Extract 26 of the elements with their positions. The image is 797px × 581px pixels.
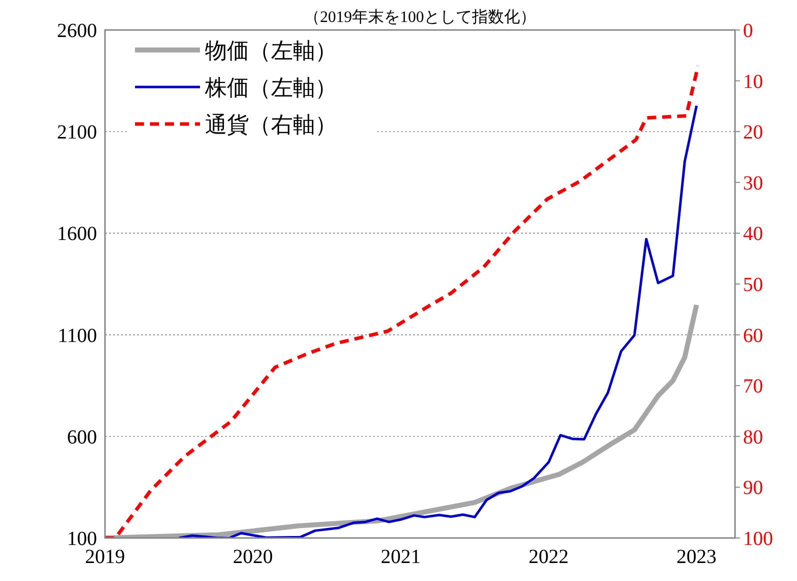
y2-tick-label: 90 (743, 477, 763, 500)
x-tick-label: 2023 (676, 546, 717, 568)
y2-tick-label: 70 (743, 376, 763, 398)
legend-label: 株価（左軸） (204, 75, 337, 100)
line-series (105, 64, 700, 538)
y-tick-label: 2100 (57, 122, 97, 144)
y2-tick-label: 10 (743, 70, 763, 93)
y2-tick-label: 40 (743, 223, 763, 246)
y2-tick-label: 60 (743, 324, 763, 347)
y2-tick-label: 80 (743, 426, 763, 448)
x-tick-label: 2020 (232, 546, 273, 568)
x-tick-label: 2021 (380, 546, 421, 568)
y2-tick-label: 0 (743, 20, 753, 42)
legend-label: 通貨（右軸） (205, 112, 337, 137)
y2-tick-label: 30 (743, 172, 763, 194)
y-tick-label: 1600 (57, 223, 97, 246)
y2-tick-label: 20 (743, 122, 763, 144)
y2-tick-label: 50 (743, 274, 763, 296)
x-tick-label: 2022 (528, 546, 569, 568)
y-tick-label: 600 (67, 426, 97, 448)
legend-label: 物価（左軸） (205, 38, 337, 63)
y-tick-label: 1100 (58, 324, 97, 347)
y2-tick-label: 100 (743, 528, 773, 550)
y-tick-label: 2600 (57, 20, 97, 42)
chart-title: （2019年末を100として指数化） (304, 8, 536, 26)
line-series (178, 104, 698, 538)
